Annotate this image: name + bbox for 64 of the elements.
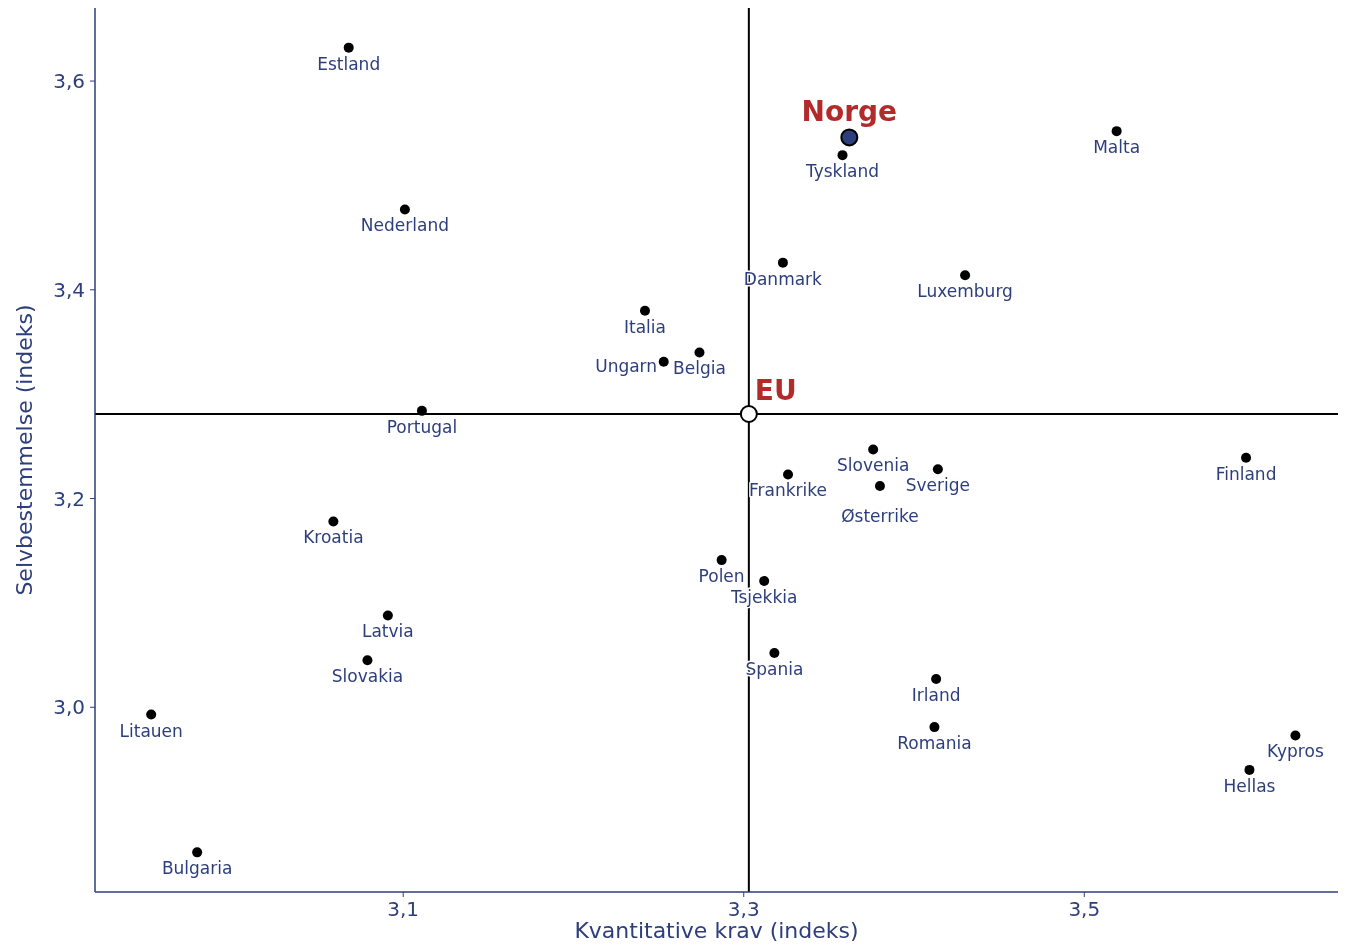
point — [960, 270, 971, 281]
annotation: Slovakia — [331, 666, 404, 687]
x-tick-label: 3,5 — [1068, 897, 1101, 921]
point — [769, 648, 780, 658]
x-tick-label: 3,3 — [727, 897, 760, 921]
point — [759, 575, 770, 586]
annotation: Bulgaria — [161, 858, 233, 879]
annotation: Estland — [317, 53, 381, 74]
annotation: Sverige — [905, 475, 970, 496]
point — [777, 257, 788, 268]
point — [931, 674, 942, 685]
point — [716, 555, 727, 566]
point — [868, 444, 879, 455]
x-axis-title: Kvantitative krav (indeks) — [574, 918, 859, 943]
annotation: Østerrike — [841, 505, 919, 526]
annotation: Litauen — [119, 720, 183, 741]
point — [382, 610, 393, 621]
annotation: Ungarn — [595, 355, 658, 376]
point — [694, 347, 705, 358]
x-tick-label: 3,1 — [387, 897, 420, 921]
annotation: Luxemburg — [917, 281, 1013, 302]
annotation: Portugal — [386, 416, 458, 437]
point — [1111, 126, 1122, 137]
point — [362, 655, 373, 666]
point — [1241, 452, 1252, 463]
annotation: Nederland — [360, 215, 449, 236]
point — [639, 305, 650, 316]
y-axis-title: Selvbestemmelse (indeks) — [12, 304, 37, 596]
y-tick-label: 3,2 — [53, 486, 85, 511]
point — [1290, 730, 1301, 741]
point — [658, 356, 669, 367]
point — [328, 516, 339, 527]
annotation: Romania — [897, 733, 972, 754]
point — [840, 128, 859, 147]
annotation: Kypros — [1267, 741, 1324, 762]
y-tick-label: 3,6 — [53, 69, 85, 94]
point — [192, 847, 203, 858]
y-tick-label: 3,4 — [53, 277, 85, 302]
annotation: Malta — [1093, 137, 1141, 158]
annotation: Kroatia — [303, 527, 364, 548]
annotation: Polen — [698, 566, 745, 587]
point — [146, 709, 157, 720]
point — [1244, 764, 1255, 775]
point — [783, 469, 794, 480]
annotation: Irland — [911, 685, 961, 706]
annotation: Finland — [1215, 463, 1277, 484]
annotation: Slovenia — [836, 455, 910, 476]
series-label: Norge — [801, 95, 898, 129]
annotation: Latvia — [361, 621, 414, 642]
annotation: Belgia — [673, 358, 726, 379]
annotation: Frankrike — [749, 480, 828, 501]
annotation: Tyskland — [804, 161, 880, 182]
y-tick-label: 3,0 — [53, 695, 85, 720]
point — [416, 405, 427, 416]
point — [837, 150, 848, 161]
point — [399, 204, 410, 215]
annotation: Italia — [624, 316, 666, 337]
point — [929, 722, 940, 733]
point — [343, 42, 354, 53]
point — [932, 464, 943, 475]
series-label: EU — [754, 373, 797, 407]
point — [874, 481, 885, 491]
annotation: Hellas — [1223, 775, 1276, 796]
point — [739, 405, 758, 423]
